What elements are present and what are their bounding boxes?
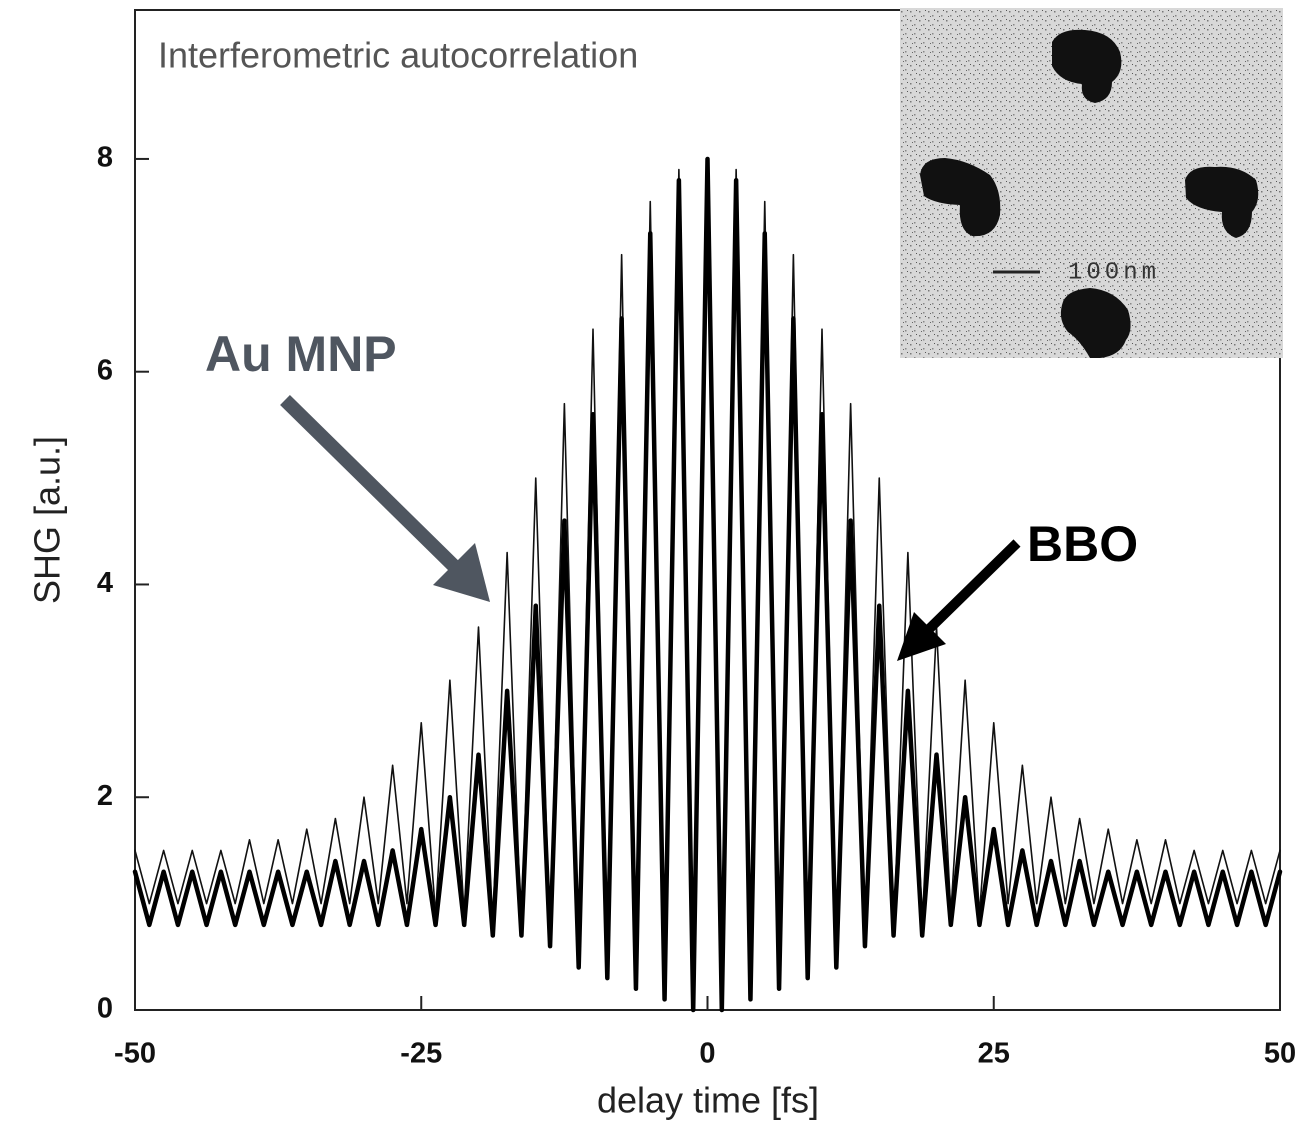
- y-axis-label: SHG [a.u.]: [27, 436, 68, 604]
- particle: [1060, 288, 1131, 358]
- arrow-head: [897, 612, 946, 661]
- annotation-bbo: BBO: [897, 516, 1138, 661]
- annotation-label: BBO: [1027, 516, 1138, 572]
- scale-label: 100nm: [1068, 259, 1160, 286]
- arrow-shaft: [918, 539, 1021, 640]
- arrow-shaft: [280, 395, 465, 577]
- annotation-au: Au MNP: [205, 326, 490, 602]
- y-tick-label: 6: [97, 354, 113, 386]
- chart-title: Interferometric autocorrelation: [158, 35, 638, 76]
- arrow-head: [433, 543, 490, 602]
- plot-area: [132, 156, 1283, 1013]
- inset-image: 100nm: [900, 8, 1283, 358]
- x-tick-label: 25: [978, 1038, 1010, 1070]
- particle: [920, 158, 1001, 237]
- y-tick-label: 2: [97, 780, 113, 812]
- x-tick-label: -25: [400, 1038, 442, 1070]
- x-tick-label: 50: [1264, 1038, 1296, 1070]
- annotation-label: Au MNP: [205, 326, 397, 382]
- series-line: [132, 156, 1283, 1013]
- x-tick-label: 0: [699, 1038, 715, 1070]
- x-tick-label: -50: [114, 1038, 156, 1070]
- y-tick-label: 4: [97, 567, 113, 599]
- x-axis-label: delay time [fs]: [597, 1080, 819, 1121]
- particle: [1052, 29, 1122, 103]
- y-tick-label: 8: [97, 142, 113, 174]
- particle: [1185, 166, 1259, 238]
- y-tick-label: 0: [97, 993, 113, 1025]
